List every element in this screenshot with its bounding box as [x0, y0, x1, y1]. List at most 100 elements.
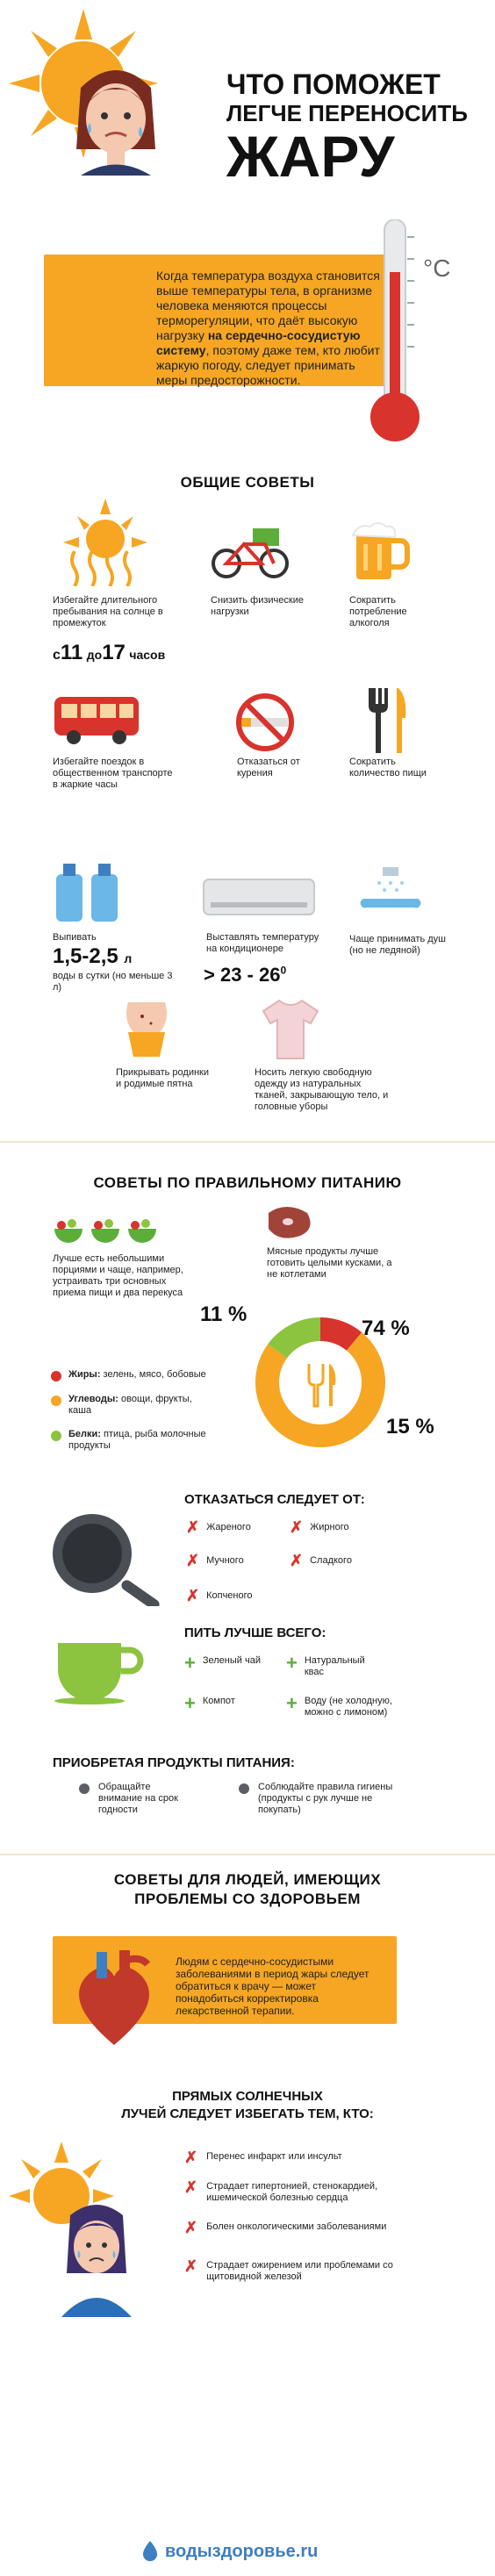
footer-brand: водыздоровье.ru	[165, 2541, 319, 2561]
refuse-item-fatty: ✗ Жирного	[290, 1518, 349, 1536]
drink-item-water: + Воду (не холодную, можно с лимоном)	[286, 1692, 392, 1718]
legend-label-fat: Жиры:	[68, 1369, 101, 1380]
time-to: 17	[102, 641, 126, 664]
legend-item-protein: Белки: птица, рыба молочные продукты	[51, 1429, 209, 1452]
buying-title: ПРИОБРЕТАЯ ПРОДУКТЫ ПИТАНИЯ:	[53, 1755, 295, 1770]
refuse-title: ОТКАЗАТЬСЯ СЛЕДУЕТ ОТ:	[184, 1492, 365, 1507]
page-title-line3: ЖАРУ	[226, 124, 395, 189]
intro-text: Когда температура воздуха становится выш…	[156, 269, 384, 388]
legend-text-protein: птица, рыба молочные продукты	[68, 1429, 206, 1451]
plus-icon: +	[286, 1652, 298, 1674]
x-icon: ✗	[290, 1518, 304, 1536]
green-cup-icon	[53, 1634, 149, 1704]
water-amount: 1,5-2,5	[53, 944, 118, 968]
x-icon: ✗	[184, 2178, 198, 2196]
woman-face-icon	[63, 53, 169, 176]
buying-item-expiry: Обращайте внимание на срок годности	[79, 1782, 195, 1816]
sun-advice-text: Избегайте длительного пребывания на солн…	[53, 595, 163, 628]
pct-carb-label: 74 %	[362, 1317, 410, 1340]
temperature-unit: °C	[423, 255, 451, 282]
plus-icon: +	[184, 1692, 196, 1714]
nutrition-donut-chart	[255, 1317, 385, 1447]
shower-icon	[360, 864, 421, 916]
intro-text-highlight: на сердечно-сосудистую систему	[156, 328, 361, 357]
time-hours: часов	[129, 648, 166, 662]
heat-sun-icon	[61, 499, 149, 586]
meat-advice-text: Мясные продукты лучше готовить целыми ку…	[267, 1246, 392, 1280]
page-title-line1: ЧТО ПОМОЖЕТ	[226, 68, 441, 100]
health-title-line1: СОВЕТЫ ДЛЯ ЛЮДЕЙ, ИМЕЮЩИХ	[113, 1871, 382, 1888]
water-unit: л	[124, 951, 133, 965]
water-bottles-icon	[53, 862, 123, 923]
sun-avoid-title-line1: ПРЯМЫХ СОЛНЕЧНЫХ	[172, 2089, 323, 2104]
water-value: 1,5-2,5 л	[53, 944, 132, 969]
plus-icon: +	[184, 1652, 196, 1674]
donut-slice-fat	[320, 1317, 362, 1351]
x-icon: ✗	[184, 2257, 198, 2275]
legend-item-fat: Жиры: зелень, мясо, бобовые	[51, 1369, 209, 1381]
salad-bowls-icon	[53, 1211, 158, 1246]
legend-dot-fat	[51, 1371, 61, 1381]
fork-advice-text: Сократить количество пищи	[349, 757, 427, 779]
refuse-item-fried: ✗ Жареного	[186, 1518, 251, 1536]
drop-logo-icon	[142, 2541, 158, 2562]
ac-value: > 23 - 260	[204, 964, 286, 987]
section-divider	[0, 1854, 495, 1855]
drink-title: ПИТЬ ЛУЧШЕ ВСЕГО:	[184, 1625, 326, 1640]
shower-advice-text: Чаще принимать душ (но не ледяной)	[349, 934, 446, 956]
bullet-dot	[79, 1783, 90, 1794]
risk-item-obesity: ✗ Страдает ожирением или проблемами со щи…	[184, 2257, 393, 2282]
thermometer-icon	[369, 219, 421, 448]
drink-item-kvass: + Натуральный квас	[286, 1652, 365, 1677]
intro-box	[44, 255, 388, 386]
time-range: с11 до17 часов	[53, 641, 165, 665]
shirt-icon	[260, 999, 321, 1060]
smoke-advice-text: Отказаться от курения	[237, 757, 300, 779]
risk-item-hypertension: ✗ Страдает гипертонией, стенокардией, ише…	[184, 2178, 378, 2203]
bike-advice-text: Снизить физические нагрузки	[211, 595, 304, 617]
salad-advice-text: Лучше есть небольшими порциями и чаще, н…	[53, 1253, 183, 1298]
time-c: с	[53, 648, 61, 663]
x-icon: ✗	[186, 1587, 200, 1604]
x-icon: ✗	[186, 1518, 200, 1536]
body-advice-text: Прикрывать родинки и родимые пятна	[116, 1067, 210, 1089]
no-smoking-icon	[230, 685, 300, 755]
legend-label-protein: Белки:	[68, 1429, 101, 1439]
sun-avoid-title-line2: ЛУЧЕЙ СЛЕДУЕТ ИЗБЕГАТЬ ТЕМ, КТО:	[121, 2106, 374, 2121]
health-title-line2: ПРОБЛЕМЫ СО ЗДОРОВЬЕМ	[134, 1891, 361, 1907]
legend-text-fat: зелень, мясо, бобовые	[100, 1369, 206, 1380]
drink-item-green-tea: + Зеленый чай	[184, 1652, 261, 1674]
legend-label-carb: Углеводы:	[68, 1394, 118, 1404]
heart-advice-text: Людям с сердечно-сосудистыми заболевания…	[176, 1955, 369, 2017]
frying-pan-icon	[48, 1510, 171, 1606]
pct-protein-label: 15 %	[386, 1415, 434, 1439]
nutrition-title: СОВЕТЫ ПО ПРАВИЛЬНОМУ ПИТАНИЮ	[93, 1174, 402, 1191]
bicycle-icon	[211, 527, 290, 579]
legend-item-carb: Углеводы: овощи, фрукты, каша	[51, 1394, 209, 1417]
sad-person-sun-icon	[9, 2142, 149, 2317]
refuse-item-sweet: ✗ Сладкого	[290, 1552, 352, 1569]
footer-logo[interactable]: водыздоровье.ru	[140, 2540, 318, 2563]
ac-range: > 23 - 26	[204, 964, 281, 986]
page-title-line2: ЛЕГЧЕ ПЕРЕНОСИТЬ	[226, 100, 468, 126]
pct-fat-label: 11 %	[200, 1302, 248, 1326]
time-do: до	[86, 648, 103, 662]
intro-text-pre: Когда температура воздуха становится выш…	[156, 269, 380, 342]
buying-item-hygiene: Соблюдайте правила гигиены (продукты с р…	[239, 1782, 407, 1816]
intro-text-post: , поэтому даже тем, кто любит жаркую пог…	[156, 343, 380, 387]
risk-item-oncology: ✗ Болен онкологическими заболеваниями	[184, 2219, 387, 2236]
water-label: Выпивать	[53, 932, 97, 943]
bullet-dot	[239, 1783, 249, 1794]
refuse-item-flour: ✗ Мучного	[186, 1552, 244, 1569]
section-divider	[0, 1141, 495, 1143]
general-title: ОБЩИЕ СОВЕТЫ	[180, 474, 315, 491]
air-conditioner-icon	[202, 878, 316, 922]
x-icon: ✗	[290, 1552, 304, 1569]
plus-icon: +	[286, 1692, 298, 1714]
time-from: 11	[60, 641, 83, 664]
bus-icon	[53, 693, 140, 746]
ac-degree: 0	[280, 964, 287, 977]
steak-icon	[263, 1204, 316, 1239]
legend-dot-protein	[51, 1431, 61, 1441]
water-sub-text: воды в сутки (но меньше 3 л)	[53, 971, 173, 993]
